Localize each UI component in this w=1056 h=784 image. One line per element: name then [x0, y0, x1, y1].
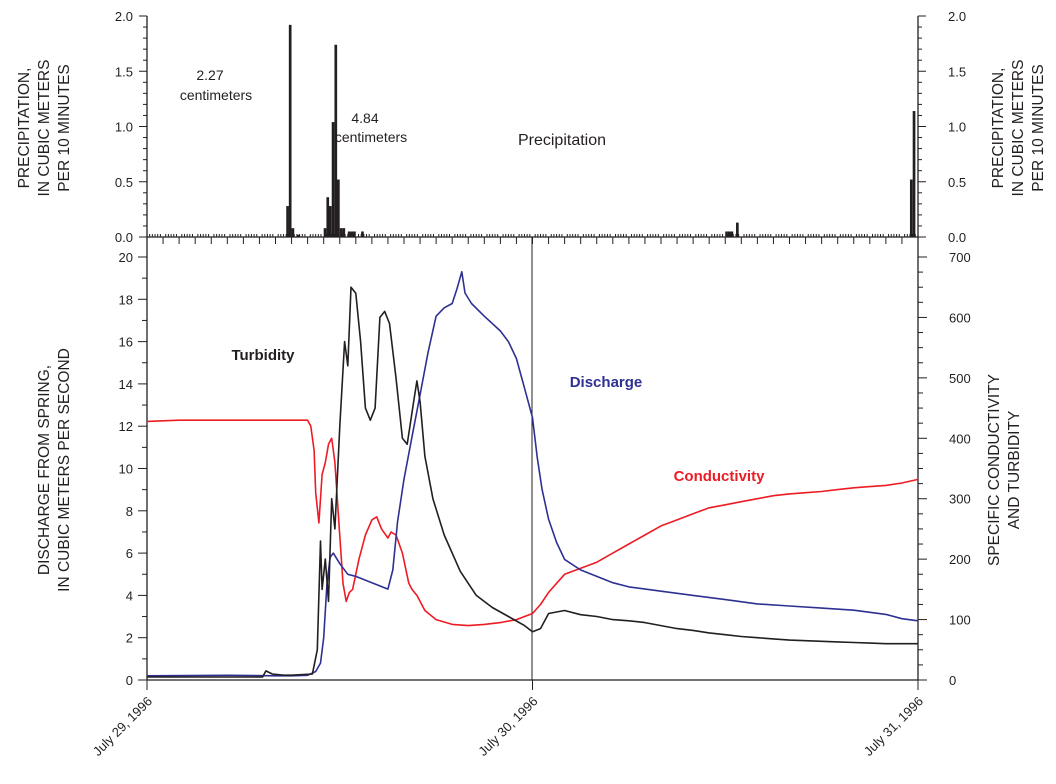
precipitation-bars: [286, 24, 916, 238]
precipitation-bar: [730, 231, 734, 237]
precipitation-bar: [736, 222, 739, 237]
precipitation-bar: [326, 197, 330, 237]
precipitation-label: Precipitation: [518, 132, 606, 149]
precipitation-bar: [288, 24, 292, 238]
bottom-left-ylabel-line-2: IN CUBIC METERS PER SECOND: [56, 348, 73, 592]
top-right-tick-label: 0.0: [948, 230, 966, 245]
x-tick-label: July 30, 1996: [475, 694, 540, 759]
bottom-right-tick-label: 100: [949, 613, 971, 628]
bottom-left-tick-label: 4: [126, 588, 133, 603]
top-left-tick-label: 0.0: [115, 230, 133, 245]
precipitation-bar: [337, 179, 340, 237]
precipitation-bar: [331, 122, 335, 237]
precipitation-bar: [328, 206, 332, 237]
precipitation-bar: [725, 231, 728, 237]
precipitation-bar: [912, 111, 916, 237]
bottom-right-ylabel-line-2: AND TURBIDITY: [1006, 411, 1023, 530]
bottom-left-tick-label: 2: [126, 631, 133, 646]
bottom-right-y-ticks: 0 100 200 300 400 500 600 700: [918, 250, 971, 688]
discharge-label: Discharge: [570, 374, 643, 391]
bottom-left-ylabel-line-1: DISCHARGE FROM SPRING,: [36, 365, 53, 575]
annotation-1-line-2: centimeters: [180, 87, 252, 103]
turbidity-line: [147, 286, 918, 678]
top-right-tick-label: 1.5: [948, 64, 966, 79]
precipitation-bar: [353, 231, 356, 237]
x-tick-label: July 29, 1996: [90, 694, 155, 759]
top-right-ylabel-line-2: IN CUBIC METERS: [1010, 60, 1027, 197]
annotation-2-line-2: centimeters: [335, 129, 407, 145]
bottom-right-tick-label: 600: [949, 310, 971, 325]
precipitation-bar: [361, 231, 364, 237]
bottom-right-tick-label: 300: [949, 492, 971, 507]
bottom-left-y-ticks: 0 2 4 6 8 10 12 14 16 18 20: [119, 250, 147, 688]
top-panel: 0.0 0.0 0.5 0.5 1.0 1.0 1.5 1.5 2.0 2.0 PRECIPITA…: [16, 9, 1047, 245]
precipitation-bar: [727, 231, 731, 237]
x-tick-label: July 31, 1996: [861, 694, 926, 759]
conductivity-label: Conductivity: [674, 468, 765, 485]
bottom-right-tick-label: 400: [949, 431, 971, 446]
top-left-ylabel-line-3: PER 10 MINUTES: [56, 64, 73, 191]
bottom-left-tick-label: 18: [119, 292, 133, 307]
bottom-right-tick-label: 0: [949, 673, 956, 688]
top-left-tick-label: 1.0: [115, 120, 133, 135]
precipitation-bar: [342, 228, 346, 237]
top-left-tick-label: 2.0: [115, 9, 133, 24]
bottom-right-tick-label: 700: [949, 250, 971, 265]
bottom-panel: 0 2 4 6 8 10 12 14 16 18 20 0 100 200 300 400 500 600 700…: [36, 237, 1023, 759]
top-left-ylabel-line-2: IN CUBIC METERS: [36, 60, 53, 197]
precipitation-bar: [296, 234, 300, 237]
top-left-ylabel-line-1: PRECIPITATION,: [16, 68, 33, 189]
top-right-tick-label: 1.0: [948, 120, 966, 135]
top-right-ylabel-line-3: PER 10 MINUTES: [1030, 64, 1047, 191]
bottom-right-tick-label: 200: [949, 552, 971, 567]
precipitation-bar: [323, 228, 327, 237]
precipitation-bar: [334, 44, 338, 238]
precipitation-bar: [909, 179, 913, 237]
top-left-tick-label: 0.5: [115, 175, 133, 190]
turbidity-label: Turbidity: [231, 347, 295, 364]
top-right-tick-label: 0.5: [948, 175, 966, 190]
top-left-tick-label: 1.5: [115, 64, 133, 79]
bottom-left-tick-label: 20: [119, 250, 133, 265]
annotation-2-line-1: 4.84: [351, 110, 378, 126]
precipitation-bar: [347, 231, 351, 237]
bottom-left-tick-label: 6: [126, 546, 133, 561]
precipitation-bar: [286, 206, 289, 237]
top-right-ylabel-line-1: PRECIPITATION,: [990, 68, 1007, 189]
conductivity-line: [146, 419, 919, 627]
bottom-x-ticks: July 29, 1996 July 30, 1996 July 31, 1996: [90, 680, 926, 759]
top-y-ticks: 0.0 0.0 0.5 0.5 1.0 1.0 1.5 1.5 2.0 2.0: [115, 9, 966, 245]
precipitation-bar: [291, 228, 295, 237]
bottom-left-tick-label: 12: [119, 419, 133, 434]
top-right-tick-label: 2.0: [948, 9, 966, 24]
bottom-left-tick-label: 8: [126, 504, 133, 519]
precipitation-bar: [350, 231, 354, 237]
bottom-left-tick-label: 10: [119, 462, 133, 477]
bottom-right-tick-label: 500: [949, 371, 971, 386]
bottom-right-ylabel-line-1: SPECIFIC CONDUCTIVITY: [986, 374, 1003, 566]
bottom-left-tick-label: 16: [119, 335, 133, 350]
series-lines: [146, 271, 919, 678]
bottom-left-tick-label: 0: [126, 673, 133, 688]
annotation-1-line-1: 2.27: [196, 67, 223, 83]
bottom-left-tick-label: 14: [119, 377, 133, 392]
precipitation-bar: [339, 228, 343, 237]
